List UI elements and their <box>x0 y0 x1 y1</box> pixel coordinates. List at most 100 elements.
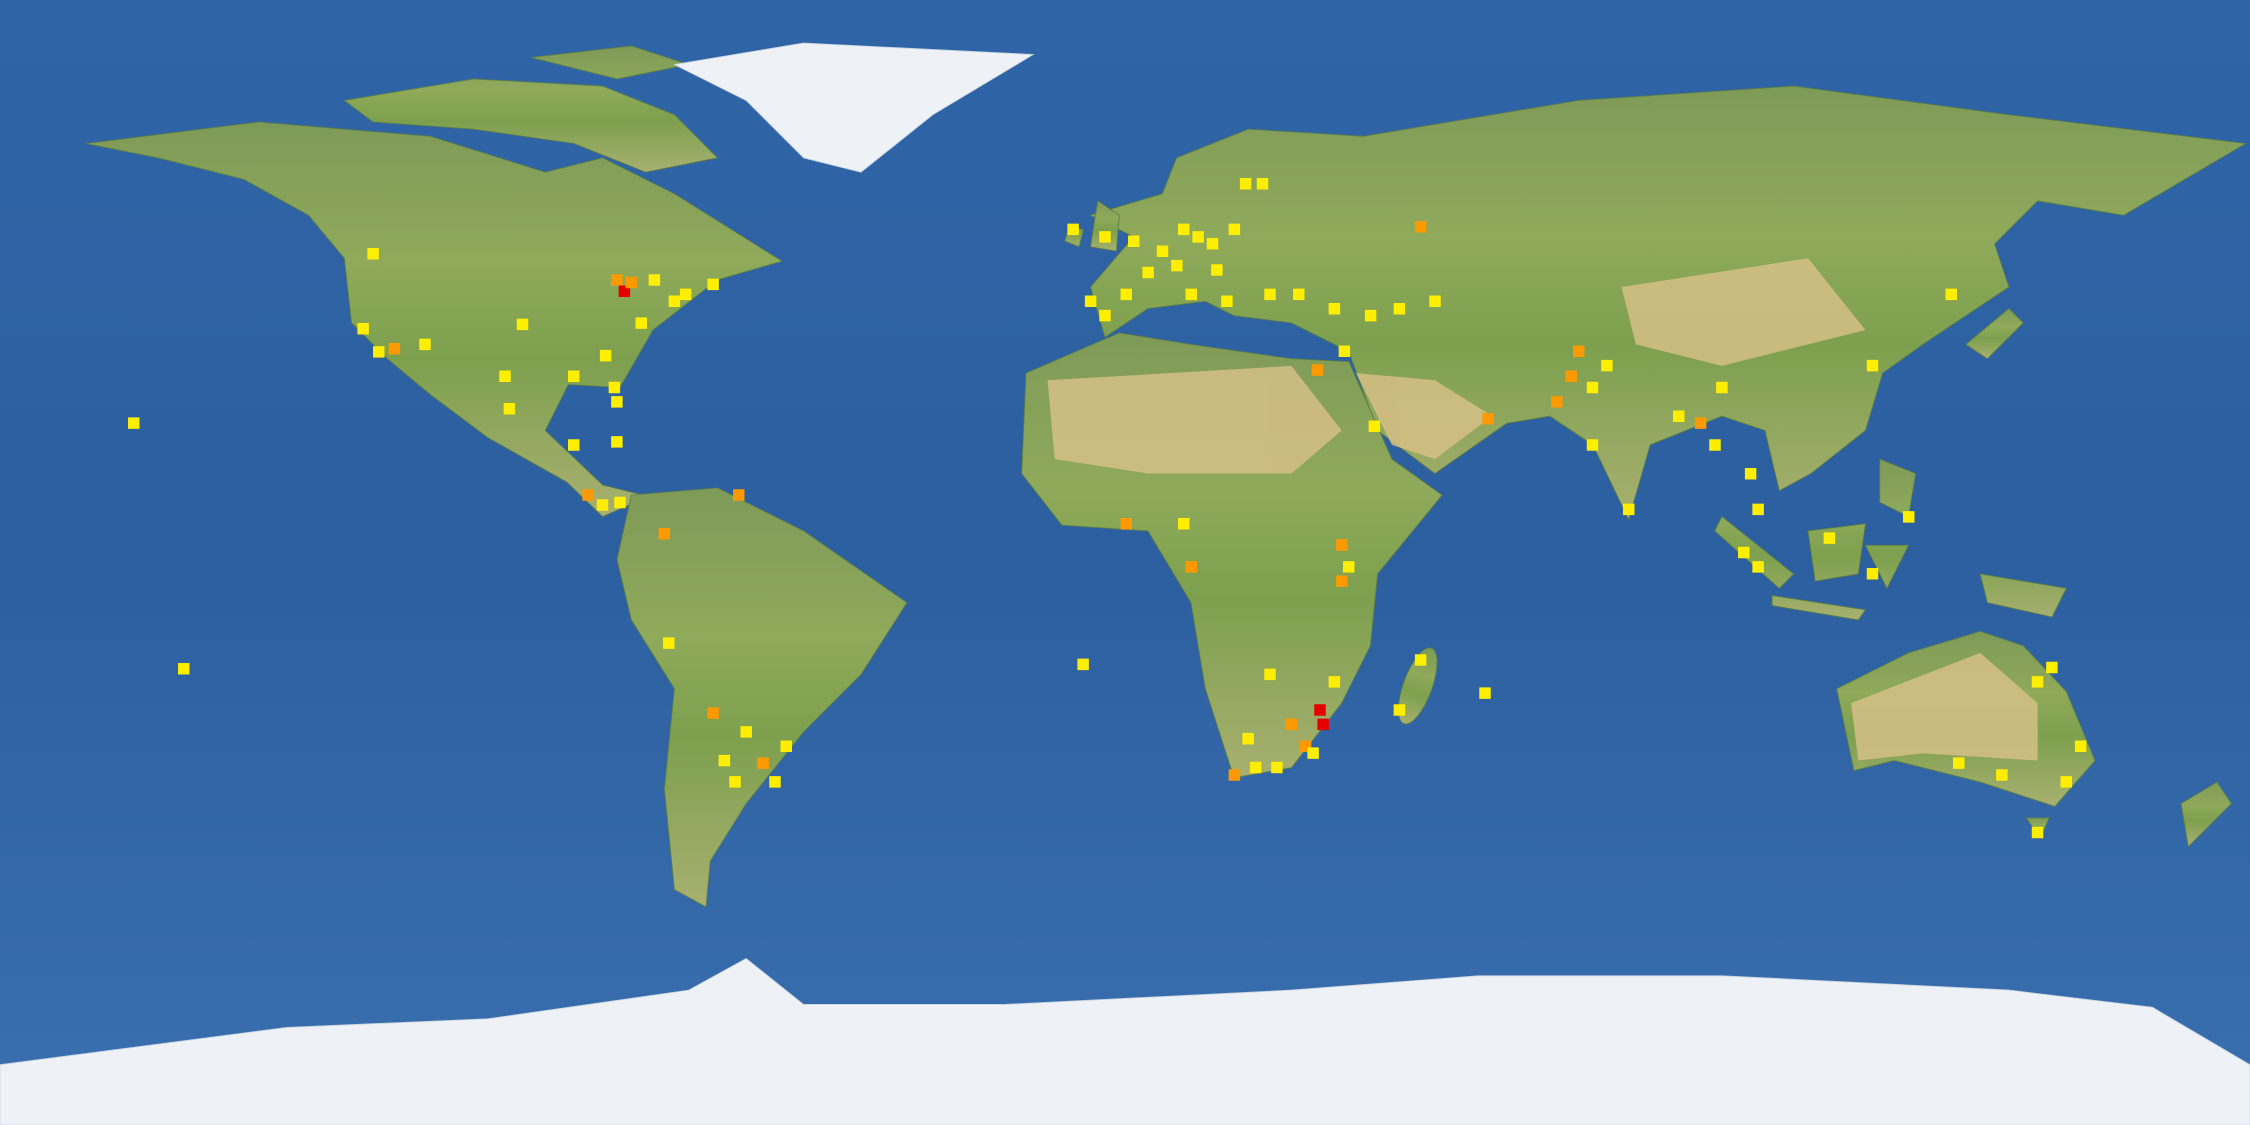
occurrence-cell <box>1192 231 1204 243</box>
occurrence-cell <box>1368 420 1381 432</box>
occurrence-cell <box>1744 468 1757 480</box>
sahara <box>1047 365 1342 474</box>
occurrence-cell <box>1601 359 1613 372</box>
occurrence-cell <box>1178 518 1190 530</box>
occurrence-cell <box>499 370 511 382</box>
occurrence-cell <box>367 248 379 260</box>
occurrence-cell <box>1903 511 1915 523</box>
occurrence-cell <box>1716 381 1728 394</box>
madagascar <box>1398 647 1438 725</box>
occurrence-cell <box>1311 364 1324 376</box>
occurrence-cell <box>1364 309 1377 322</box>
occurrence-cell <box>757 757 769 769</box>
occurrence-cell <box>357 323 369 335</box>
occurrence-cell <box>1673 410 1685 422</box>
occurrence-cell <box>1120 288 1132 301</box>
occurrence-cell <box>1338 345 1351 357</box>
occurrence-cell <box>1099 231 1111 243</box>
occurrence-cell <box>611 436 623 448</box>
central-asia <box>1621 258 1866 366</box>
occurrence-cell <box>1228 769 1241 781</box>
occurrence-cell <box>2031 676 2044 688</box>
occurrence-cell <box>625 276 637 289</box>
occurrence-cell <box>1623 503 1635 516</box>
occurrence-cell <box>1343 561 1355 573</box>
occurrence-cell <box>1953 757 1965 769</box>
occurrence-cell <box>2074 740 2087 752</box>
occurrence-cell <box>614 496 626 509</box>
occurrence-cell <box>1479 687 1491 699</box>
occurrence-cell <box>1142 266 1154 279</box>
occurrence-cell <box>516 318 529 331</box>
occurrence-cell <box>373 346 385 358</box>
occurrence-cell <box>2031 826 2044 839</box>
occurrence-cell <box>1249 761 1262 774</box>
occurrence-cell <box>1307 747 1319 759</box>
occurrence-cell <box>1099 309 1111 322</box>
occurrence-cell <box>648 274 661 286</box>
occurrence-cell <box>729 776 741 788</box>
occurrence-cell <box>178 663 190 675</box>
occurrence-cell <box>1866 359 1879 372</box>
occurrence-cell <box>1084 295 1097 307</box>
occurrence-cell <box>1314 704 1326 716</box>
occurrence-cell <box>1185 561 1197 573</box>
occurrence-cell <box>1565 370 1577 382</box>
occurrence-cell <box>618 285 631 297</box>
occurrence-cell <box>128 417 140 429</box>
occurrence-cell <box>1586 381 1599 394</box>
occurrence-cell <box>1317 718 1329 731</box>
occurrence-cell <box>1393 303 1406 315</box>
occurrence-cell <box>1242 733 1254 745</box>
occurrence-cell <box>658 528 671 540</box>
occurrence-cell <box>596 499 609 511</box>
arabia <box>1356 373 1493 460</box>
antarctica <box>0 958 2250 1125</box>
occurrence-cell <box>679 288 692 301</box>
occurrence-cell <box>740 726 752 738</box>
occurrence-cell <box>1752 503 1764 516</box>
occurrence-cell <box>611 396 623 408</box>
occurrence-cell <box>1328 303 1341 315</box>
occurrence-cell <box>718 754 731 767</box>
occurrence-cell <box>2060 776 2072 788</box>
occurrence-cell <box>1221 295 1233 307</box>
occurrence-cell <box>1414 221 1427 233</box>
occurrence-cell <box>388 343 401 355</box>
occurrence-cell <box>1752 561 1764 573</box>
occurrence-cell <box>1067 223 1079 236</box>
occurrence-cell <box>1211 264 1223 276</box>
occurrence-cell <box>1285 718 1297 731</box>
australian-outback <box>1851 652 2038 761</box>
occurrence-cell <box>1709 439 1721 451</box>
occurrence-cell <box>1336 575 1348 587</box>
occurrence-cell <box>1738 546 1750 559</box>
occurrence-cell <box>1120 518 1132 530</box>
japan <box>1965 307 2024 360</box>
occurrence-cell <box>1573 345 1585 357</box>
occurrence-cell <box>503 403 516 415</box>
occurrence-layer <box>128 178 2087 839</box>
occurrence-cell <box>611 274 623 286</box>
occurrence-cell <box>1299 740 1312 752</box>
occurrence-cell <box>568 370 580 382</box>
occurrence-cell <box>1264 288 1276 301</box>
occurrence-cell <box>1171 259 1183 272</box>
occurrence-cell <box>2046 661 2058 674</box>
occurrence-cell <box>1178 223 1190 236</box>
occurrence-cell <box>1185 288 1197 301</box>
occurrence-cell <box>419 338 431 351</box>
occurrence-cell <box>1239 178 1252 190</box>
occurrence-cell <box>1866 568 1879 580</box>
occurrence-cell <box>1823 532 1836 544</box>
occurrence-cell <box>1077 658 1089 671</box>
occurrence-cell <box>780 740 792 752</box>
occurrence-cell <box>635 317 647 329</box>
occurrence-cell <box>707 707 719 719</box>
occurrence-cell <box>1156 245 1169 257</box>
occurrence-cell <box>663 637 675 649</box>
ice <box>0 42 2250 1125</box>
south-america <box>616 487 908 908</box>
